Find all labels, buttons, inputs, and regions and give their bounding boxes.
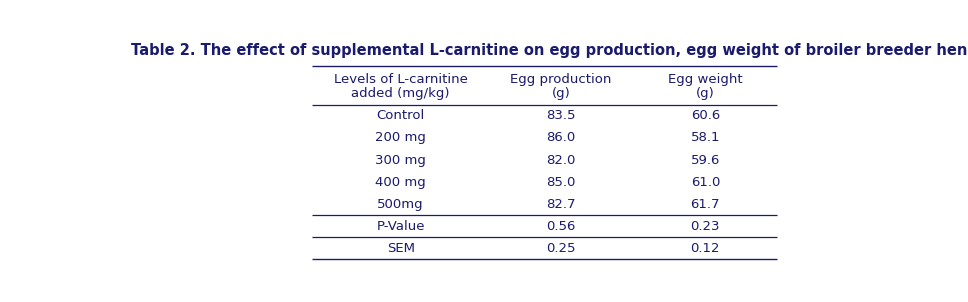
Text: Table 2. The effect of supplemental L-carnitine on egg production, egg weight of: Table 2. The effect of supplemental L-ca…: [131, 43, 967, 58]
Text: (g): (g): [696, 87, 714, 100]
Text: Levels of L-carnitine: Levels of L-carnitine: [334, 73, 468, 86]
Text: 500mg: 500mg: [378, 198, 424, 211]
Text: 60.6: 60.6: [691, 109, 720, 122]
Text: Control: Control: [377, 109, 425, 122]
Text: 300 mg: 300 mg: [376, 154, 426, 167]
Text: 0.12: 0.12: [690, 242, 720, 255]
Text: P-Value: P-Value: [377, 220, 425, 233]
Text: 82.0: 82.0: [547, 154, 576, 167]
Text: 0.25: 0.25: [546, 242, 576, 255]
Text: 86.0: 86.0: [547, 131, 576, 144]
Text: Egg weight: Egg weight: [668, 73, 742, 86]
Text: 61.0: 61.0: [690, 176, 720, 189]
Text: 85.0: 85.0: [547, 176, 576, 189]
Text: 0.56: 0.56: [547, 220, 576, 233]
Text: added (mg/kg): added (mg/kg): [351, 87, 450, 100]
Text: 58.1: 58.1: [690, 131, 720, 144]
Text: SEM: SEM: [386, 242, 414, 255]
Text: 0.23: 0.23: [690, 220, 720, 233]
Text: (g): (g): [552, 87, 570, 100]
Text: 200 mg: 200 mg: [376, 131, 426, 144]
Text: 82.7: 82.7: [546, 198, 576, 211]
Text: 59.6: 59.6: [690, 154, 720, 167]
Text: Egg production: Egg production: [510, 73, 612, 86]
Text: 83.5: 83.5: [546, 109, 576, 122]
Text: 400 mg: 400 mg: [376, 176, 426, 189]
Text: 61.7: 61.7: [690, 198, 720, 211]
